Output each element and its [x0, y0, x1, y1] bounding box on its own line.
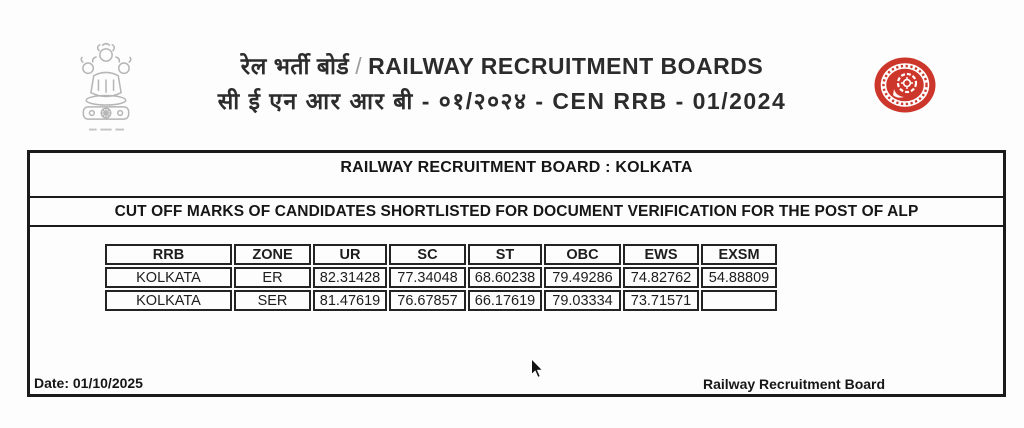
letterhead-subtitle: सी ई एन आर आर बी - ०१/२०२४ - CEN RRB - 0… [217, 88, 787, 114]
cutoff-marks-table: RRB ZONE UR SC ST OBC EWS EXSM KOLKATA E… [103, 242, 779, 313]
header-cell-st: ST [468, 244, 542, 265]
letterhead: रेल भर्ती बोर्ड / RAILWAY RECRUITMENT BOAR… [120, 50, 884, 117]
cell-rrb: KOLKATA [105, 290, 232, 311]
table-row: KOLKATA SER 81.47619 76.67857 66.17619 7… [105, 290, 777, 311]
notice-box: RAILWAY RECRUITMENT BOARD : KOLKATA CUT … [27, 150, 1006, 397]
indian-railways-seal-icon [872, 55, 938, 117]
header-cell-rrb: RRB [105, 244, 232, 265]
table-header-row: RRB ZONE UR SC ST OBC EWS EXSM [105, 244, 777, 265]
cell-ur: 82.31428 [313, 267, 387, 288]
cell-zone: ER [234, 267, 311, 288]
board-title: RAILWAY RECRUITMENT BOARD : KOLKATA [30, 153, 1003, 198]
header-cell-zone: ZONE [234, 244, 311, 265]
cell-st: 66.17619 [468, 290, 542, 311]
letterhead-title-hindi: रेल भर्ती बोर्ड [240, 53, 350, 79]
cell-exsm [701, 290, 777, 311]
cell-obc: 79.03334 [544, 290, 621, 311]
header-cell-exsm: EXSM [701, 244, 777, 265]
notice-title: CUT OFF MARKS OF CANDIDATES SHORTLISTED … [30, 198, 1003, 227]
india-state-emblem-icon [72, 38, 140, 138]
signature-text: Railway Recruitment Board [703, 376, 886, 392]
header-cell-ews: EWS [623, 244, 699, 265]
mouse-pointer-icon [530, 357, 546, 380]
cell-exsm: 54.88809 [701, 267, 777, 288]
cell-obc: 79.49286 [544, 267, 621, 288]
cell-rrb: KOLKATA [105, 267, 232, 288]
document-date: Date: 01/10/2025 [34, 375, 143, 391]
notice-body: RRB ZONE UR SC ST OBC EWS EXSM KOLKATA E… [30, 227, 1003, 395]
header-cell-ur: UR [313, 244, 387, 265]
header-cell-obc: OBC [544, 244, 621, 265]
header-cell-sc: SC [389, 244, 466, 265]
cell-sc: 76.67857 [389, 290, 466, 311]
table-row: KOLKATA ER 82.31428 77.34048 68.60238 79… [105, 267, 777, 288]
cell-ur: 81.47619 [313, 290, 387, 311]
cell-sc: 77.34048 [389, 267, 466, 288]
cell-ews: 74.82762 [623, 267, 699, 288]
letterhead-separator: / [355, 53, 363, 79]
letterhead-title-english: RAILWAY RECRUITMENT BOARDS [368, 53, 764, 79]
cell-ews: 73.71571 [623, 290, 699, 311]
cell-zone: SER [234, 290, 311, 311]
letterhead-title: रेल भर्ती बोर्ड / RAILWAY RECRUITMENT BOAR… [120, 50, 884, 82]
cell-st: 68.60238 [468, 267, 542, 288]
